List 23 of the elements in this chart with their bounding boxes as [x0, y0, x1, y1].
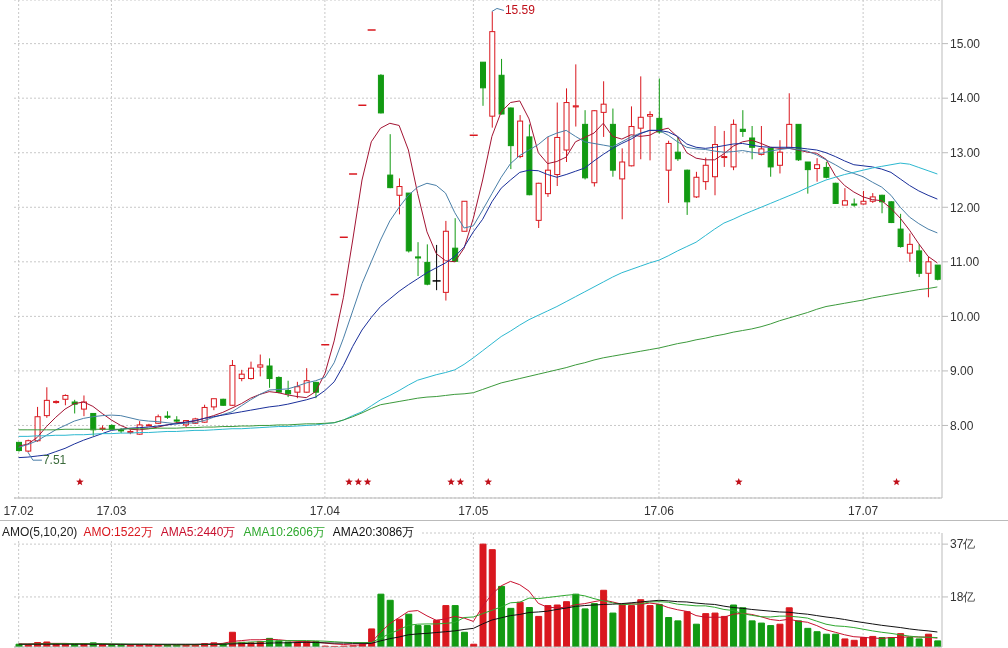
text: AMO:1522万: [83, 525, 153, 539]
y-tick-label: 37亿: [950, 537, 976, 552]
y-tick-label: 8.00: [950, 418, 974, 433]
y-tick-label: 9.00: [950, 364, 974, 379]
y-tick-label: 10.00: [950, 309, 981, 324]
text: AMA10:2606万: [243, 525, 325, 539]
text: AMA20:3086万: [332, 525, 415, 539]
y-tick-label: 14.00: [950, 91, 981, 106]
y-tick-label: 12.00: [950, 200, 981, 215]
x-tick-label: 17.06: [643, 503, 675, 518]
x-tick-label: 17.05: [458, 503, 489, 518]
x-tick-label: 17.02: [3, 503, 34, 518]
x-tick-label: 17.03: [96, 503, 127, 518]
y-tick-label: 18亿: [950, 590, 976, 605]
x-tick-label: 17.04: [309, 503, 341, 518]
y-tick-label: 11.00: [950, 255, 980, 270]
annotation: 7.51: [42, 453, 67, 468]
annotation: 15.59: [504, 3, 536, 18]
text: AMA5:2440万: [160, 525, 236, 539]
x-tick-label: 17.07: [848, 503, 879, 518]
y-tick-label: 15.00: [950, 36, 981, 51]
legend-title: AMO(5,10,20): [2, 525, 78, 539]
y-tick-label: 13.00: [950, 145, 981, 160]
